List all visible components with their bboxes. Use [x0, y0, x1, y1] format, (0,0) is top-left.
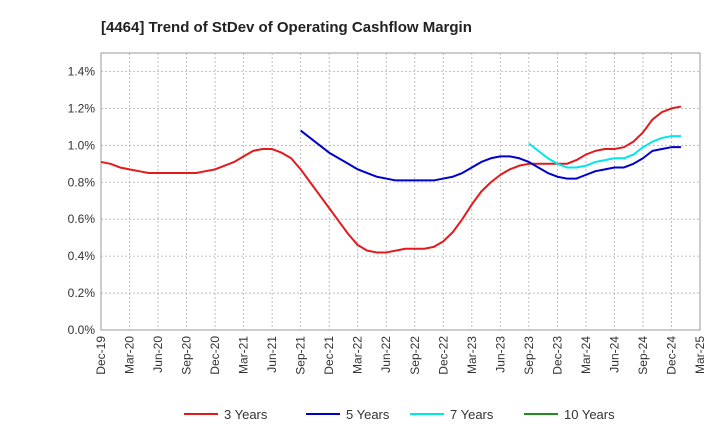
x-tick-label: Sep-24	[636, 336, 650, 375]
y-axis: 0.0% 0.2% 0.4% 0.6% 0.8% 1.0% 1.2% 1.4%	[68, 64, 96, 337]
legend-label: 3 Years	[224, 407, 268, 422]
y-tick-label: 0.2%	[68, 286, 96, 300]
y-tick-label: 0.6%	[68, 212, 96, 226]
grid	[100, 53, 701, 331]
x-tick-label: Dec-20	[208, 336, 222, 375]
legend: 3 Years 5 Years 7 Years 10 Years	[184, 407, 615, 422]
y-tick-label: 0.0%	[68, 323, 96, 337]
x-tick-label: Mar-22	[351, 336, 365, 374]
x-tick-label: Mar-23	[465, 336, 479, 374]
y-tick-label: 0.4%	[68, 249, 96, 263]
series-line-2	[300, 129, 681, 182]
x-tick-label: Mar-24	[579, 336, 593, 374]
x-tick-label: Mar-25	[693, 336, 707, 374]
x-tick-label: Jun-21	[265, 336, 279, 373]
x-tick-label: Dec-22	[436, 336, 450, 375]
x-tick-label: Dec-19	[94, 336, 108, 375]
y-tick-label: 0.8%	[68, 175, 96, 189]
legend-label: 10 Years	[564, 407, 615, 422]
x-axis: Dec-19 Mar-20 Jun-20 Sep-20 Dec-20 Mar-21 Jun-…	[94, 336, 707, 375]
x-tick-label: Mar-21	[237, 336, 251, 374]
x-tick-label: Mar-20	[123, 336, 137, 374]
legend-label: 5 Years	[346, 407, 390, 422]
x-tick-label: Dec-24	[664, 336, 678, 375]
x-tick-label: Dec-23	[550, 336, 564, 375]
x-tick-label: Sep-22	[408, 336, 422, 375]
x-tick-label: Jun-20	[151, 336, 165, 373]
y-tick-label: 1.2%	[68, 101, 96, 115]
series-line-3	[528, 135, 681, 169]
plot-area	[100, 52, 701, 331]
x-tick-label: Sep-23	[522, 336, 536, 375]
y-tick-label: 1.4%	[68, 64, 96, 78]
x-tick-label: Sep-20	[180, 336, 194, 375]
series-line-1	[100, 105, 682, 254]
y-tick-label: 1.0%	[68, 138, 96, 152]
x-tick-label: Jun-23	[493, 336, 507, 373]
x-tick-label: Sep-21	[294, 336, 308, 375]
x-tick-label: Jun-22	[379, 336, 393, 373]
series-group	[100, 105, 682, 254]
x-tick-label: Jun-24	[607, 336, 621, 373]
legend-label: 7 Years	[450, 407, 494, 422]
x-tick-label: Dec-21	[322, 336, 336, 375]
chart-title: [4464] Trend of StDev of Operating Cashf…	[101, 19, 472, 36]
